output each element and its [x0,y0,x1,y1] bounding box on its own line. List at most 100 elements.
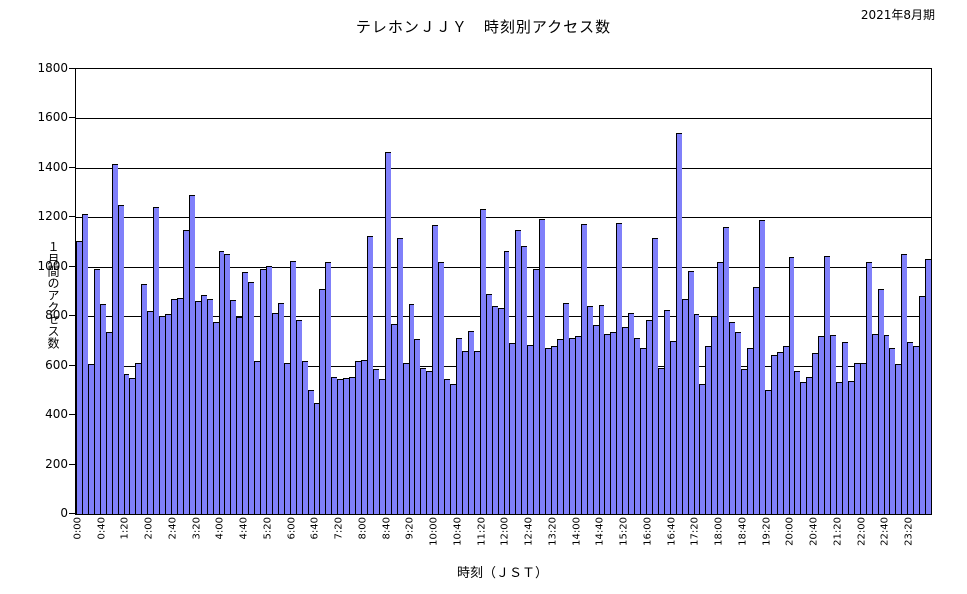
bar [76,240,82,514]
bar [735,332,741,514]
bar [141,284,148,514]
y-tick-label: 1600 [37,110,68,125]
bar [509,343,516,514]
gridline [76,167,931,169]
bar [574,336,581,514]
bar [135,363,142,514]
x-tick-label: 17:20 [689,517,701,546]
bar [491,305,498,514]
x-tick-label: 11:20 [476,517,488,546]
y-tick-mark [69,166,75,168]
x-tick-label: 20:00 [784,517,796,546]
bar [408,304,415,514]
bar [723,227,730,514]
bar [402,363,409,514]
bar [432,224,439,514]
bar [693,313,700,514]
y-tick-label: 1200 [37,209,68,224]
bar [266,265,272,514]
x-tick-label: 16:40 [666,517,678,546]
y-tick-mark [69,117,75,119]
x-tick-label: 2:00 [143,517,155,540]
bar [355,360,361,514]
bar [758,219,765,514]
y-tick-mark [69,315,75,317]
bar [770,354,777,514]
bar [188,195,195,514]
x-tick-label: 3:20 [191,517,203,540]
bar [254,360,261,514]
bar [556,339,563,514]
bar [194,301,201,514]
bar [319,289,326,514]
plot-bars [76,69,932,514]
bar [604,333,611,514]
x-tick-label: 15:20 [618,517,630,546]
y-axis-title: １月間のアクセス数 [46,240,60,349]
bar [111,164,118,514]
bar [841,342,848,514]
y-tick-mark [69,364,75,366]
y-tick-label: 1400 [37,159,68,174]
x-tick-label: 5:20 [262,517,274,540]
x-tick-label: 18:40 [737,517,749,546]
x-tick-label: 23:20 [903,517,915,546]
bar [895,363,902,514]
x-axis-tick-labels: 0:00 0:40 1:20 2:00 2:40 3:20 4:00 4:40 5:20 6:00… [72,517,930,562]
bar [788,256,795,514]
bar [729,322,736,514]
x-tick-label: 0:00 [72,517,84,540]
bar [776,352,783,514]
x-tick-label: 7:20 [333,517,345,540]
x-tick-label: 14:40 [594,517,606,546]
x-tick-label: 22:00 [856,517,868,546]
x-tick-label: 0:40 [96,517,108,540]
bar [450,383,456,514]
bar [212,322,219,514]
bar [782,345,789,514]
x-tick-label: 16:00 [642,517,654,546]
bar [444,379,451,514]
bar [663,310,670,514]
bar [349,376,356,514]
plot-area [75,68,932,515]
x-tick-label: 12:40 [523,517,535,546]
bar [289,260,296,514]
x-tick-label: 22:40 [879,517,891,546]
bar [764,390,771,514]
bar [527,344,534,514]
bar [919,296,926,514]
bar [301,360,308,514]
bar [337,379,344,514]
bar [236,317,243,514]
y-tick-mark [69,216,75,218]
x-tick-label: 1:20 [119,517,131,540]
bar [794,370,801,514]
y-tick-label: 400 [45,407,68,422]
bar [925,259,932,514]
bar [147,311,154,514]
y-tick-mark [69,513,75,514]
bar [646,319,652,514]
y-tick-label: 1800 [37,61,68,75]
bar [551,346,557,514]
bar [616,222,623,514]
bar [859,363,866,514]
bar [200,295,207,514]
bar [598,305,605,514]
bar [224,254,231,514]
bar [515,229,522,514]
bar [818,336,825,514]
gridline [76,118,931,120]
chart-title: テレホンＪＪＹ 時刻別アクセス数 [355,18,612,36]
y-tick-label: 0 [60,506,68,520]
bar [206,298,213,514]
y-tick-label: 600 [45,357,68,372]
bar [877,289,884,514]
bar [260,269,266,514]
bar [824,255,831,514]
bar [372,369,379,514]
y-tick-mark [69,414,75,416]
bar [171,298,177,514]
bar [913,345,920,514]
